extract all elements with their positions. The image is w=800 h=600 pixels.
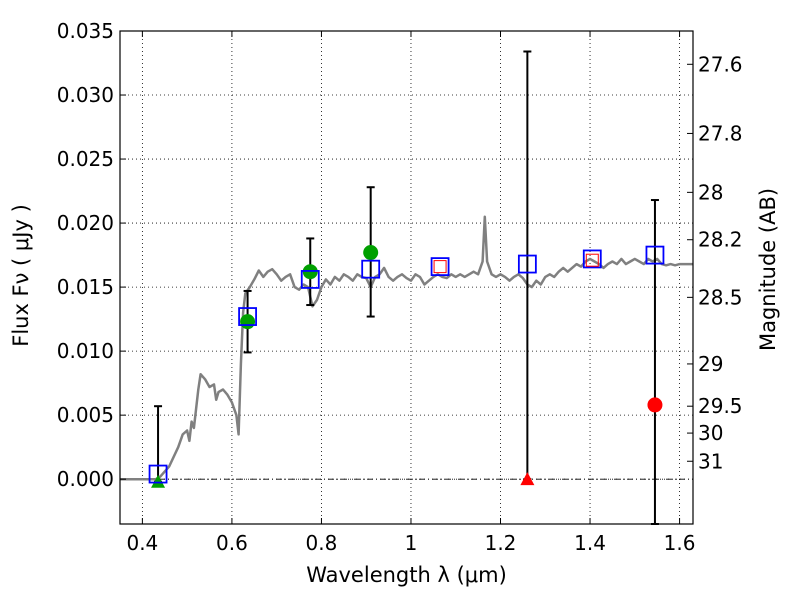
y-tick-label: 0.010 — [57, 339, 114, 363]
red-square-marker — [433, 260, 447, 274]
y-tick-label: 0.030 — [57, 83, 114, 107]
y-tick-labels: 0.000 0.005 0.010 0.015 0.020 0.025 0.030 0.035 — [57, 19, 114, 491]
y-tick-label: 0.015 — [57, 275, 114, 299]
magnitude-tick-labels: 27.6 27.8 28 28.2 28.5 29 29.5 30 31 — [698, 52, 743, 473]
y-tick-label: 0.035 — [57, 19, 114, 43]
red-triangle-marker — [520, 472, 535, 486]
blue-square-marker — [582, 249, 602, 269]
blue-square-marker — [361, 259, 381, 279]
magnitude-tick-label: 27.8 — [698, 121, 743, 145]
magnitude-tick-label: 30 — [698, 421, 723, 445]
magnitude-tick-label: 28.2 — [698, 228, 743, 252]
y-tick-label: 0.005 — [57, 403, 114, 427]
blue-square-marker — [238, 307, 257, 326]
y-tick-label: 0.000 — [57, 467, 114, 491]
magnitude-tick-label: 27.6 — [698, 52, 743, 76]
x-tick-label: 1.4 — [574, 531, 606, 555]
x-tick-labels: 0.4 0.6 0.8 1 1.2 1.4 1.6 — [126, 531, 695, 555]
x-tick-label: 1.6 — [664, 531, 696, 555]
spectrum-line — [120, 215, 693, 481]
ticks — [120, 30, 693, 524]
y-tick-label: 0.025 — [57, 147, 114, 171]
green-triangle-marker — [151, 474, 166, 488]
blue-square-marker — [645, 245, 665, 265]
red-circle-marker — [647, 397, 663, 413]
x-axis-label: Wavelength λ (μm) — [306, 563, 507, 587]
magnitude-tick-label: 29 — [698, 352, 723, 376]
magnitude-axis-label: Magnitude (AB) — [756, 188, 780, 351]
magnitude-tick-label: 28 — [698, 180, 723, 204]
x-tick-label: 1.2 — [485, 531, 517, 555]
x-tick-label: 0.4 — [126, 531, 158, 555]
blue-square-marker — [517, 254, 537, 274]
blue-square-marker — [300, 270, 320, 289]
x-tick-label: 0.8 — [306, 531, 338, 555]
plot-frame — [119, 30, 694, 525]
x-tick-label: 0.6 — [216, 531, 248, 555]
spectrum-path — [120, 215, 693, 481]
error-bars — [154, 50, 659, 525]
blue-square-marker — [430, 257, 450, 277]
green-circle-marker — [240, 314, 256, 330]
blue-square-marker — [148, 464, 168, 484]
green-circle-marker — [363, 245, 379, 261]
x-tick-label: 1 — [405, 531, 418, 555]
markers — [148, 245, 665, 488]
y-tick-label: 0.020 — [57, 211, 114, 235]
magnitude-tick-label: 29.5 — [698, 394, 743, 418]
magnitude-tick-label: 28.5 — [698, 285, 743, 309]
red-square-marker — [585, 253, 599, 267]
magnitude-tick-label: 31 — [698, 449, 723, 473]
y-axis-label: Flux Fν ( μJy ) — [9, 204, 33, 347]
